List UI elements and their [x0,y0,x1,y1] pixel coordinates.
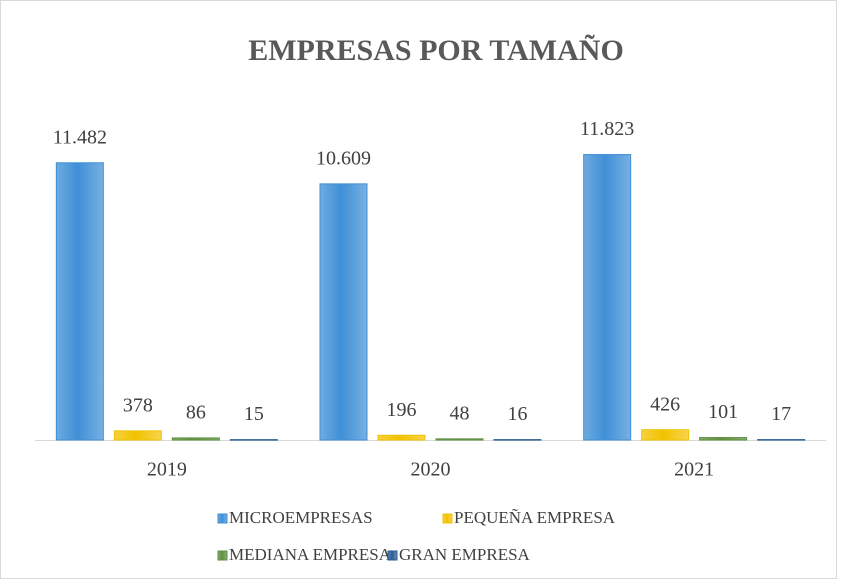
legend-label: MICROEMPRESAS [229,508,373,527]
bar [171,437,220,441]
legend-marker [217,513,228,524]
data-label: 11.482 [53,126,107,148]
bar [641,429,690,441]
data-label: 15 [244,403,264,425]
data-label: 101 [708,401,738,423]
legend-marker [217,550,228,561]
x-tick-label: 2021 [674,459,714,481]
legend-marker [387,550,398,561]
bar [55,162,104,441]
data-label: 10.609 [316,147,371,169]
bar [435,438,484,441]
data-label: 426 [650,393,680,415]
legend-label: PEQUEÑA EMPRESA [454,508,616,527]
data-label: 196 [387,399,417,421]
legend-marker [442,513,453,524]
chart-title: EMPRESAS POR TAMAÑO [248,34,624,67]
bar [699,437,748,441]
bar [583,154,632,441]
x-tick-label: 2020 [411,459,451,481]
bar [113,430,162,441]
data-label: 86 [186,402,206,424]
legend-label: MEDIANA EMPRESA [229,545,392,564]
data-label: 48 [450,402,470,424]
bar [229,439,278,441]
bar [319,183,368,441]
bar [377,434,426,441]
x-tick-label: 2019 [147,459,187,481]
data-label: 17 [771,403,791,425]
data-label: 378 [123,394,153,416]
bar [493,439,542,441]
bar [757,439,806,441]
data-label: 11.823 [580,118,634,140]
legend-label: GRAN EMPRESA [399,545,531,564]
data-label: 16 [508,403,528,425]
